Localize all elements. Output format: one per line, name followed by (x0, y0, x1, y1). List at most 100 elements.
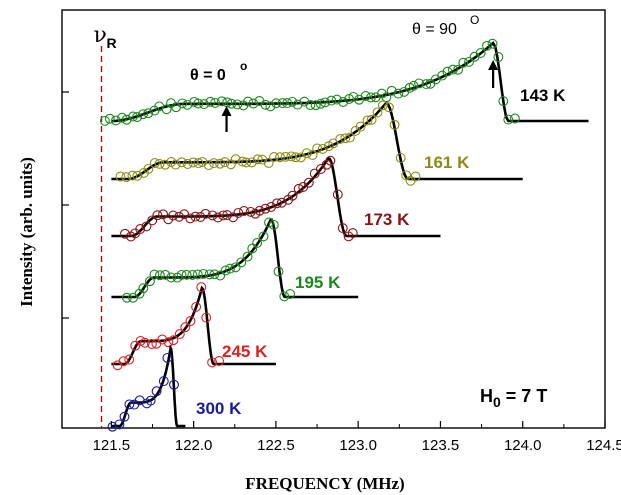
data-point (348, 91, 359, 102)
theta-90-arrowhead (488, 60, 499, 70)
data-point (135, 224, 146, 234)
data-point (174, 329, 185, 339)
series-173-k: 173 K (111, 155, 441, 242)
data-point (190, 211, 201, 222)
data-point (383, 102, 394, 113)
data-point (124, 354, 135, 365)
x-tick-label: 123.5 (422, 437, 460, 454)
data-point (214, 356, 225, 366)
data-point (160, 159, 171, 170)
data-point (326, 95, 337, 106)
data-point (216, 96, 227, 107)
data-point (257, 154, 268, 165)
data-point (453, 64, 464, 75)
data-point (205, 96, 216, 107)
data-point (332, 189, 343, 200)
data-point (158, 376, 169, 387)
data-point (498, 96, 509, 107)
data-point (230, 154, 241, 165)
plot-frame: 121.5 122.0 122.5 123.0 123.5 124.0 124.5 (61, 9, 621, 454)
data-point (282, 98, 293, 109)
fit-line (111, 285, 276, 366)
data-point (176, 269, 187, 280)
data-point (325, 155, 336, 166)
theta-90-superscript: O (470, 13, 479, 27)
data-point (366, 92, 376, 103)
data-point (377, 100, 388, 111)
data-point (121, 172, 132, 183)
data-point (360, 91, 371, 101)
data-point (458, 57, 469, 68)
data-point (493, 52, 504, 62)
data-point (273, 266, 284, 277)
data-point (195, 212, 206, 222)
data-point (118, 356, 129, 367)
data-point (219, 157, 230, 168)
x-tick-label: 121.5 (93, 437, 131, 454)
data-point (241, 157, 252, 168)
data-point (395, 152, 406, 163)
data-point (177, 98, 188, 109)
series-label: 300 K (196, 399, 242, 418)
data-point (176, 157, 187, 168)
data-point (147, 215, 158, 226)
data-point (169, 379, 179, 390)
data-point (212, 212, 223, 223)
data-point (197, 156, 208, 167)
data-point (254, 205, 265, 216)
data-point (421, 79, 432, 90)
data-point (320, 97, 331, 108)
x-axis-title: FREQUENCY (MHz) (245, 474, 404, 493)
data-point (293, 183, 304, 194)
data-point (200, 208, 211, 219)
x-tick-label: 122.0 (175, 437, 213, 454)
data-point (115, 171, 126, 182)
field-label: H0 = 7 T (480, 386, 547, 410)
data-point (180, 322, 191, 333)
data-point (181, 269, 192, 280)
data-point (280, 151, 291, 162)
data-point (355, 121, 366, 132)
data-point (220, 265, 231, 276)
data-point (292, 99, 303, 110)
data-point (121, 114, 132, 125)
series-300-k: 300 K (107, 344, 242, 432)
data-point (146, 339, 157, 349)
series-245-k: 245 K (111, 282, 276, 371)
data-point (265, 101, 276, 112)
data-point (410, 171, 421, 182)
series-label: 173 K (364, 210, 410, 229)
data-point (170, 159, 181, 170)
data-point (305, 100, 316, 110)
data-point (237, 156, 248, 167)
data-point (144, 276, 155, 287)
data-point (337, 223, 348, 234)
data-point (264, 217, 274, 228)
data-point (442, 66, 453, 77)
data-point (260, 99, 271, 110)
data-point (310, 100, 321, 111)
data-point (132, 170, 143, 181)
data-point (152, 210, 163, 221)
series-group: 143 K 161 K 173 K 195 K 245 K 300 K (99, 38, 589, 432)
series-label: 161 K (424, 153, 470, 172)
x-tick-label: 122.5 (257, 437, 295, 454)
series-195-k: 195 K (111, 217, 359, 303)
data-point (201, 312, 212, 323)
data-point (192, 269, 203, 280)
data-point (475, 48, 486, 58)
data-point (366, 114, 377, 125)
reference-subscript: R (106, 35, 116, 51)
data-point (246, 157, 257, 168)
annotation-group: θ = 0 o θ = 90 O H0 = 7 T (190, 13, 547, 410)
data-point (204, 269, 215, 280)
data-point (191, 301, 202, 312)
data-point (185, 213, 196, 224)
data-point (198, 268, 209, 279)
data-point (335, 134, 346, 144)
series-143-k: 143 K (99, 38, 589, 126)
data-point (258, 231, 269, 242)
data-point (236, 257, 247, 268)
data-point (509, 113, 520, 124)
theta-90-label: θ = 90 (412, 21, 457, 38)
